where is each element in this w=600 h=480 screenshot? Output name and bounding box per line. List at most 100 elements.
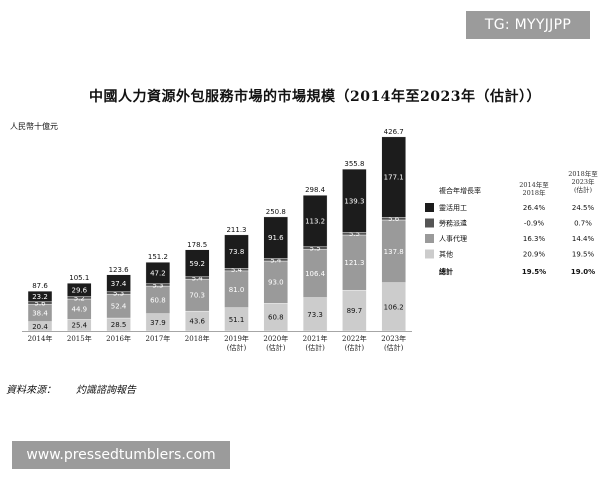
legend-cagr-2014-2018: 16.3% bbox=[523, 235, 546, 243]
x-tick-label: (估計) bbox=[305, 343, 325, 352]
segment-value-label: 60.8 bbox=[150, 296, 166, 304]
legend-col2-header: (估計) bbox=[574, 185, 593, 194]
legend-cagr-2018-2023: 24.5% bbox=[572, 204, 595, 212]
segment-value-label: 51.1 bbox=[229, 316, 245, 324]
legend-cagr-2018-2023: 19.5% bbox=[572, 251, 595, 259]
segment-value-label: 81.0 bbox=[229, 286, 245, 294]
x-tick-label: (估計) bbox=[384, 343, 404, 352]
segment-value-label: 52.4 bbox=[111, 303, 127, 311]
segment-value-label: 5.4 bbox=[231, 266, 243, 274]
legend-swatch bbox=[425, 249, 434, 259]
bar-segment-hr-agency bbox=[342, 234, 367, 291]
x-tick-label: 2014年 bbox=[28, 334, 53, 343]
x-tick-label: (估計) bbox=[227, 343, 247, 352]
segment-value-label: 73.3 bbox=[307, 311, 323, 319]
segment-value-label: 89.7 bbox=[347, 307, 363, 315]
bar-segment-flexible bbox=[184, 249, 210, 277]
bar-segment-hr-agency bbox=[224, 270, 249, 308]
segment-value-label: 5.5 bbox=[310, 244, 321, 252]
x-tick-label: 2021年 bbox=[303, 334, 328, 343]
legend-cagr-2018-2023: 14.4% bbox=[572, 235, 595, 243]
legend-cagr-2014-2018: 26.4% bbox=[523, 204, 546, 212]
segment-value-label: 177.1 bbox=[384, 174, 404, 182]
x-tick-label: 2017年 bbox=[145, 334, 170, 343]
segment-value-label: 5.4 bbox=[270, 256, 282, 264]
bar-segment-flexible bbox=[224, 234, 249, 269]
total-value-label: 105.1 bbox=[69, 274, 89, 282]
total-value-label: 211.3 bbox=[226, 226, 246, 234]
legend-col2-header: 2023年 bbox=[571, 177, 595, 186]
bar-segment-flexible bbox=[67, 282, 92, 297]
segment-value-label: 5.5 bbox=[349, 230, 360, 238]
segment-value-label: 29.6 bbox=[72, 286, 88, 294]
bars-layer: 20.438.45.623.287.625.444.95.229.6105.12… bbox=[27, 128, 406, 332]
y-axis-unit-label: 人民幣十億元 bbox=[10, 122, 58, 131]
x-tick-label: (估計) bbox=[345, 343, 365, 352]
segment-value-label: 137.8 bbox=[384, 248, 404, 256]
segment-value-label: 5.6 bbox=[34, 299, 46, 307]
bar-segment-other bbox=[342, 289, 367, 332]
segment-value-label: 5.6 bbox=[388, 215, 400, 223]
source-note: 資料來源： 灼識諮詢報告 bbox=[6, 385, 136, 396]
segment-value-label: 113.2 bbox=[305, 217, 325, 225]
segment-value-label: 28.5 bbox=[111, 321, 127, 329]
legend-series-name: 勞務派遣 bbox=[439, 219, 467, 228]
segment-value-label: 20.4 bbox=[32, 323, 48, 331]
bar-segment-flexible bbox=[302, 195, 328, 247]
watermark-badge-bottom: www.pressedtumblers.com bbox=[12, 441, 230, 469]
segment-value-label: 59.2 bbox=[189, 260, 205, 268]
x-tick-label: 2023年 bbox=[381, 334, 406, 343]
bar-segment-hr-agency bbox=[184, 278, 210, 312]
total-value-label: 151.2 bbox=[148, 253, 168, 261]
segment-value-label: 37.9 bbox=[150, 319, 166, 327]
segment-value-label: 44.9 bbox=[72, 306, 88, 314]
segment-value-label: 47.2 bbox=[150, 269, 166, 277]
legend-col1-header: 2014年至 bbox=[519, 180, 549, 189]
segment-value-label: 25.4 bbox=[72, 322, 88, 330]
legend-col2-header: 2018年至 bbox=[568, 169, 598, 178]
bar-segment-other bbox=[381, 282, 406, 332]
segment-value-label: 5.2 bbox=[74, 294, 85, 302]
legend-series-name: 人事代理 bbox=[439, 234, 467, 243]
x-tick-label: 2015年 bbox=[67, 334, 92, 343]
segment-value-label: 5.3 bbox=[152, 281, 163, 289]
legend-header-label: 複合年增長率 bbox=[439, 186, 481, 195]
bar-segment-other bbox=[302, 297, 328, 332]
legend-cagr-2014-2018: -0.9% bbox=[524, 220, 545, 228]
chart-title: 中國人力資源外包服務市場的市場規模（2014年至2023年（估計）） bbox=[89, 89, 541, 105]
x-tick-label: 2019年 bbox=[224, 334, 249, 343]
bar-segment-flexible bbox=[263, 216, 288, 259]
legend-total-cagr-2014-2018: 19.5% bbox=[522, 268, 546, 276]
segment-value-label: 73.8 bbox=[229, 248, 245, 256]
x-tick-label: (估計) bbox=[266, 343, 286, 352]
segment-value-label: 121.3 bbox=[344, 259, 364, 267]
x-tick-label: 2020年 bbox=[263, 334, 288, 343]
x-axis-labels: 2014年 2015年 2016年 2017年 2018年 2019年(估計)2020年(… bbox=[28, 334, 407, 352]
legend-cagr-2018-2023: 0.7% bbox=[574, 220, 592, 228]
total-value-label: 123.6 bbox=[109, 266, 130, 274]
segment-value-label: 43.6 bbox=[189, 318, 205, 326]
bar-segment-hr-agency bbox=[302, 249, 328, 298]
legend-total-name: 總計 bbox=[439, 267, 453, 276]
watermark-badge-top: TG: MYYJJPP bbox=[466, 11, 590, 39]
legend-total-cagr-2018-2023: 19.0% bbox=[571, 268, 595, 276]
legend-series-name: 其他 bbox=[439, 250, 453, 259]
x-tick-label: 2022年 bbox=[342, 334, 367, 343]
segment-value-label: 139.3 bbox=[344, 197, 364, 205]
legend-col1-header: 2018年 bbox=[522, 188, 546, 197]
legend-series-name: 靈活用工 bbox=[439, 203, 467, 212]
total-value-label: 87.6 bbox=[32, 282, 48, 290]
total-value-label: 298.4 bbox=[305, 186, 326, 194]
segment-value-label: 60.8 bbox=[268, 314, 284, 322]
segment-value-label: 91.6 bbox=[268, 234, 284, 242]
legend-cagr-2014-2018: 20.9% bbox=[523, 251, 546, 259]
segment-value-label: 5.4 bbox=[192, 274, 204, 282]
total-value-label: 426.7 bbox=[384, 128, 404, 136]
x-tick-label: 2018年 bbox=[185, 334, 210, 343]
segment-value-label: 38.4 bbox=[32, 309, 48, 317]
bar-segment-flexible bbox=[381, 136, 406, 218]
bar-segment-flexible bbox=[145, 262, 171, 284]
bar-segment-other bbox=[263, 303, 288, 332]
